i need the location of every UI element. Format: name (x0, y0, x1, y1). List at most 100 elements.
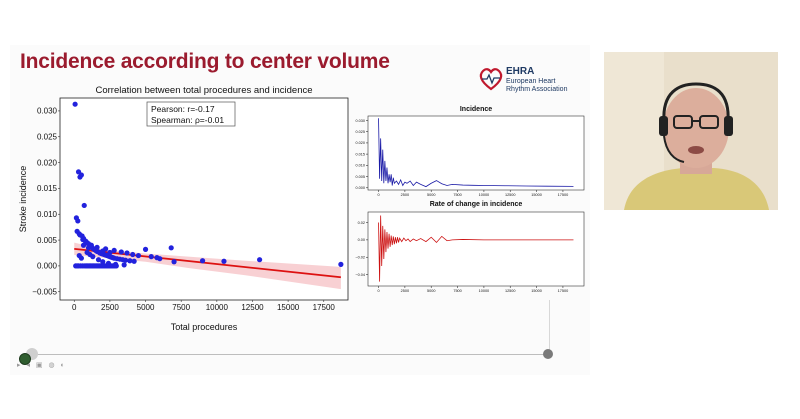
incidence-x-tick-label: 7500 (453, 193, 461, 197)
rate-x-tick-label: 5000 (427, 289, 435, 293)
incidence-y-tick-label: 0.015 (355, 152, 365, 156)
incidence-y-tick-label: 0.020 (355, 141, 365, 145)
rate-x-tick-label: 12500 (505, 289, 516, 293)
logo-subtitle: European Heart Rhythm Association (506, 78, 567, 94)
scatter-point (72, 101, 78, 107)
main-y-tick-label: 0.015 (37, 184, 58, 193)
incidence-x-tick-label: 0 (377, 193, 379, 197)
incidence-x-tick-label: 17500 (558, 193, 569, 197)
scatter-point (78, 172, 84, 178)
scatter-point (113, 261, 119, 267)
play-button[interactable] (19, 353, 31, 365)
scatter-point (118, 249, 124, 255)
main-x-tick-label: 5000 (137, 303, 155, 312)
scatter-point (111, 247, 117, 254)
incidence-y-tick-label: 0.025 (355, 130, 365, 134)
scatter-point (105, 260, 112, 266)
main-x-tick-label: 0 (72, 303, 77, 312)
incidence-y-tick-label: 0.005 (355, 175, 365, 179)
stats-box (146, 101, 236, 127)
rate-chart-title: Rate of change in incidence (430, 201, 523, 208)
scatter-point (74, 228, 80, 234)
scatter-point (199, 258, 206, 264)
webcam-video (604, 52, 778, 210)
scatter-point (75, 218, 81, 224)
main-x-tick-label: 10000 (206, 303, 229, 312)
chart-title: Correlation between total procedures and… (95, 85, 312, 96)
rate-y-tick-label: −0.04 (355, 273, 365, 277)
incidence-y-tick-label: 0.000 (355, 186, 365, 190)
rate-x-tick-label: 7500 (453, 289, 461, 293)
scatter-point (80, 236, 86, 243)
main-y-tick-label: 0.025 (37, 133, 58, 142)
scatter-point (80, 242, 87, 248)
main-x-tick-label: 12500 (241, 303, 264, 312)
incidence-series-line (378, 118, 574, 188)
scatter-point (130, 251, 136, 258)
rate-x-tick-label: 0 (377, 289, 379, 293)
scatter-point (135, 252, 142, 259)
incidence-chart: Incidence 0 2500 5000 7500 10000 12500 15000 17… (355, 106, 585, 197)
scatter-point (88, 242, 94, 248)
rate-x-tick-label: 10000 (479, 289, 490, 293)
slide-edge-divider (549, 300, 550, 350)
incidence-x-tick-label: 10000 (479, 193, 490, 197)
rate-of-change-chart: Rate of change in incidence 0 2500 5000 750… (355, 201, 585, 293)
main-x-tick-label: 17500 (313, 303, 336, 312)
incidence-plot-area (367, 115, 585, 191)
main-y-tick-label: 0.020 (37, 158, 58, 167)
scatter-point (171, 259, 177, 265)
rate-y-tick-label: 0.02 (358, 221, 365, 225)
incidence-y-tick-label: 0.010 (355, 164, 365, 168)
main-x-tick-label: 2500 (101, 303, 119, 312)
main-y-tick-label: 0.010 (37, 210, 58, 219)
scatter-point (148, 254, 154, 260)
scatter-point (103, 246, 109, 252)
slide-title: Incidence according to center volume (20, 50, 390, 73)
scatter-point (131, 258, 137, 264)
main-y-tick-label: 0.005 (37, 236, 58, 245)
rate-x-tick-label: 2500 (401, 289, 409, 293)
main-y-tick-label: 0.000 (37, 262, 58, 271)
main-y-tick-label: −0.005 (32, 288, 57, 297)
scatter-point (122, 257, 129, 263)
scatter-point (100, 259, 106, 265)
spearman-text: Spearman: ρ=-0.01 (151, 115, 224, 125)
y-axis-label: Stroke incidence (18, 166, 28, 233)
presenter-image (604, 52, 778, 210)
rate-series-line (378, 215, 574, 282)
confidence-band (74, 242, 341, 290)
main-y-tick-label: 0.030 (37, 107, 58, 116)
logo-name: EHRA (506, 66, 535, 77)
main-x-tick-label: 15000 (277, 303, 300, 312)
scatter-point (221, 258, 227, 264)
rate-y-tick-label: −0.02 (355, 256, 365, 260)
scatter-point (157, 256, 163, 262)
scatter-point (257, 257, 263, 263)
main-x-tick-label: 7500 (172, 303, 190, 312)
rate-y-tick-label: 0.00 (358, 238, 365, 242)
scatter-point (81, 202, 87, 209)
rate-x-tick-label: 17500 (558, 289, 569, 293)
seek-end-handle[interactable] (543, 349, 553, 359)
scatter-chart: Correlation between total procedures and… (18, 85, 349, 332)
incidence-x-tick-label: 2500 (401, 193, 409, 197)
scatter-point (168, 245, 174, 251)
scatter-point (95, 257, 102, 263)
player-control-icons[interactable]: ▸ ◂ ▣ ◍ ◐ (17, 362, 67, 369)
seek-bar[interactable] (30, 354, 550, 355)
heart-logo-icon (479, 68, 503, 91)
scatter-point (107, 249, 113, 256)
scatter-point (90, 254, 96, 260)
rate-x-tick-label: 15000 (531, 289, 542, 293)
incidence-chart-title: Incidence (460, 106, 492, 113)
scatter-point (127, 258, 133, 264)
incidence-y-tick-label: 0.030 (355, 119, 365, 123)
rate-plot-area (367, 211, 585, 287)
scatter-point (77, 232, 83, 238)
scatter-point (94, 244, 100, 250)
ehra-logo: EHRA European Heart Rhythm Association (478, 64, 578, 98)
incidence-x-tick-label: 5000 (427, 193, 435, 197)
incidence-x-tick-label: 12500 (505, 193, 516, 197)
scatter-point (124, 250, 130, 256)
